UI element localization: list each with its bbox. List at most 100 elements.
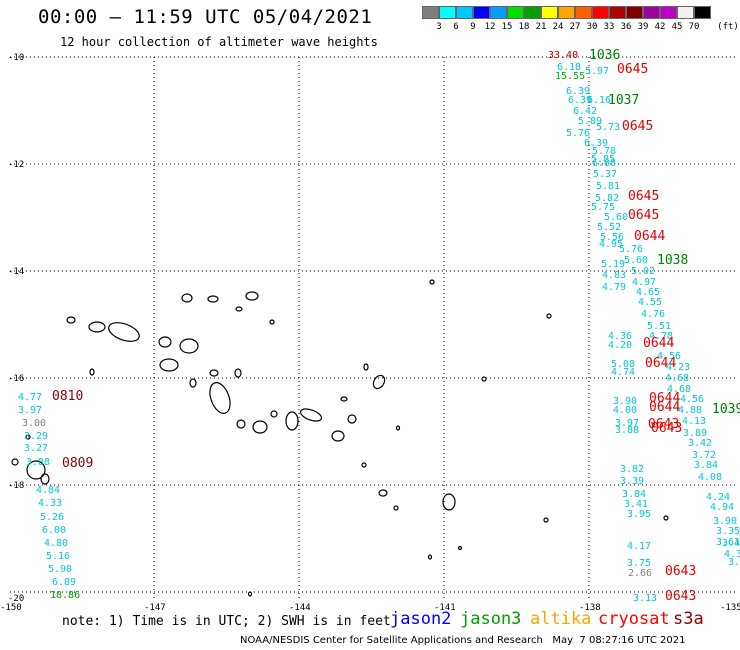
wave-height-marker: 5.81 (596, 181, 620, 192)
legend-swatch (507, 6, 524, 19)
legend-label: 12 (484, 22, 496, 32)
wave-height-marker: 4.24 (706, 492, 730, 503)
legend-label: 36 (620, 22, 632, 32)
lon-label: -141 (434, 603, 456, 613)
wave-height-marker: 1037 (608, 93, 639, 108)
wave-height-marker: 4.68 (667, 384, 691, 395)
satellite-jason2: jason2 (390, 609, 452, 629)
legend-swatch (609, 6, 626, 19)
lat-label: -16 (8, 374, 24, 384)
legend-label: 33 (603, 22, 615, 32)
wave-height-marker: 0810 (52, 389, 83, 404)
wave-height-marker: 0644 (643, 336, 674, 351)
wave-height-marker: 5.85 (591, 154, 615, 165)
page-subtitle: 12 hour collection of altimeter wave hei… (60, 35, 378, 49)
lon-label: -150 (0, 603, 22, 613)
legend-swatch (422, 6, 439, 19)
wave-height-marker: 5.76 (566, 128, 590, 139)
wave-height-marker: 4.83 (602, 270, 626, 281)
wave-height-marker: 4.23 (666, 362, 690, 373)
legend-swatch (456, 6, 473, 19)
wave-height-marker: 0645 (622, 119, 653, 134)
wave-height-marker: 5.73 (596, 122, 620, 133)
wave-height-marker: 3.84 (622, 489, 646, 500)
wave-height-marker: 4.79 (602, 282, 626, 293)
legend-swatch (592, 6, 609, 19)
wave-height-marker: 4.08 (698, 472, 722, 483)
legend-label: 30 (586, 22, 598, 32)
wave-height-marker: 3.00 (22, 418, 46, 429)
legend-label: 39 (637, 22, 649, 32)
satellite-s3a: s3a (673, 609, 704, 629)
lat-label: -12 (8, 160, 24, 170)
page-title: 00:00 – 11:59 UTC 05/04/2021 (38, 6, 373, 28)
wave-height-marker: 3.35 (716, 526, 740, 537)
wave-height-marker: 4.00 (613, 405, 637, 416)
satellite-jason3: jason3 (460, 609, 522, 629)
wave-height-marker: 4.94 (710, 502, 734, 513)
wave-height-marker: 2.66 (628, 568, 652, 579)
wave-height-marker: 5.78 (592, 146, 616, 157)
wave-height-marker: 3.72 (692, 450, 716, 461)
wave-height-marker: 5.60 (604, 212, 628, 223)
wave-height-marker: 4.77 (18, 392, 42, 403)
wave-height-marker: 4.55 (638, 297, 662, 308)
wave-height-marker: 0643 (651, 421, 682, 436)
wave-height-marker: 5.37 (593, 169, 617, 180)
wave-height-marker: 0644 (649, 400, 680, 415)
wave-height-marker: 3.82 (620, 464, 644, 475)
wave-height-marker: 6.39 (566, 86, 590, 97)
wave-height-marker: 3.41 (624, 499, 648, 510)
wave-height-marker: 4.97 (632, 277, 656, 288)
legend-swatch (490, 6, 507, 19)
wave-height-marker: 4.36 (608, 331, 632, 342)
wave-height-marker: 0644 (634, 229, 665, 244)
legend-label: 6 (453, 22, 459, 32)
wave-height-marker: 0645 (617, 62, 648, 77)
wave-height-marker: 18.86 (50, 590, 80, 601)
wave-height-marker: 4.80 (44, 538, 68, 549)
legend-swatch (439, 6, 456, 19)
legend-label: (ft) (717, 22, 739, 32)
wave-height-marker: 0645 (628, 189, 659, 204)
wave-height-marker: 3.29 (24, 431, 48, 442)
legend-label: 9 (470, 22, 476, 32)
wave-height-marker: 6.00 (42, 525, 66, 536)
color-scale-labels: 3 6 9 12 15 18 21 24 27 30 33 36 39 42 45 70 (ft) (422, 22, 740, 34)
wave-height-marker: 15.55 (555, 71, 585, 82)
wave-height-marker: 3.39 (620, 476, 644, 487)
wave-height-marker: 5.19 (601, 259, 625, 270)
wave-height-marker: 3.75 (627, 558, 651, 569)
wave-height-marker: 0643 (665, 564, 696, 579)
lat-lon-grid (10, 56, 735, 600)
wave-height-marker: 33.40 (548, 50, 578, 61)
legend-swatch (677, 6, 694, 19)
legend-swatch (541, 6, 558, 19)
wave-height-marker: 4.17 (627, 541, 651, 552)
legend-swatch (626, 6, 643, 19)
wave-height-marker: 4.74 (611, 367, 635, 378)
satellite-cryosat: cryosat (598, 609, 670, 629)
wave-height-marker: 6.42 (573, 106, 597, 117)
wave-height-marker: 4.78 (649, 331, 673, 342)
wave-height-marker: 5.89 (578, 116, 602, 127)
legend-swatch (694, 6, 711, 19)
legend-label: 27 (569, 22, 581, 32)
wave-height-marker: 3.84 (694, 460, 718, 471)
wave-height-marker: 0643 (665, 589, 696, 604)
wave-height-marker: 4.76 (641, 309, 665, 320)
lat-label: -18 (8, 481, 24, 491)
wave-height-marker: 1038 (657, 253, 688, 268)
wave-height-marker: 5.90 (48, 564, 72, 575)
wave-height-marker: 6.89 (52, 577, 76, 588)
legend-label: 24 (552, 22, 564, 32)
legend-swatch (524, 6, 541, 19)
wave-height-marker: 4.65 (636, 287, 660, 298)
wave-height-marker: 5.26 (40, 512, 64, 523)
legend-label: 45 (671, 22, 683, 32)
legend-label: 3 (436, 22, 442, 32)
wave-height-marker: 6.18 (557, 62, 581, 73)
legend-swatch (473, 6, 490, 19)
wave-height-marker: 6.16 (587, 95, 611, 106)
